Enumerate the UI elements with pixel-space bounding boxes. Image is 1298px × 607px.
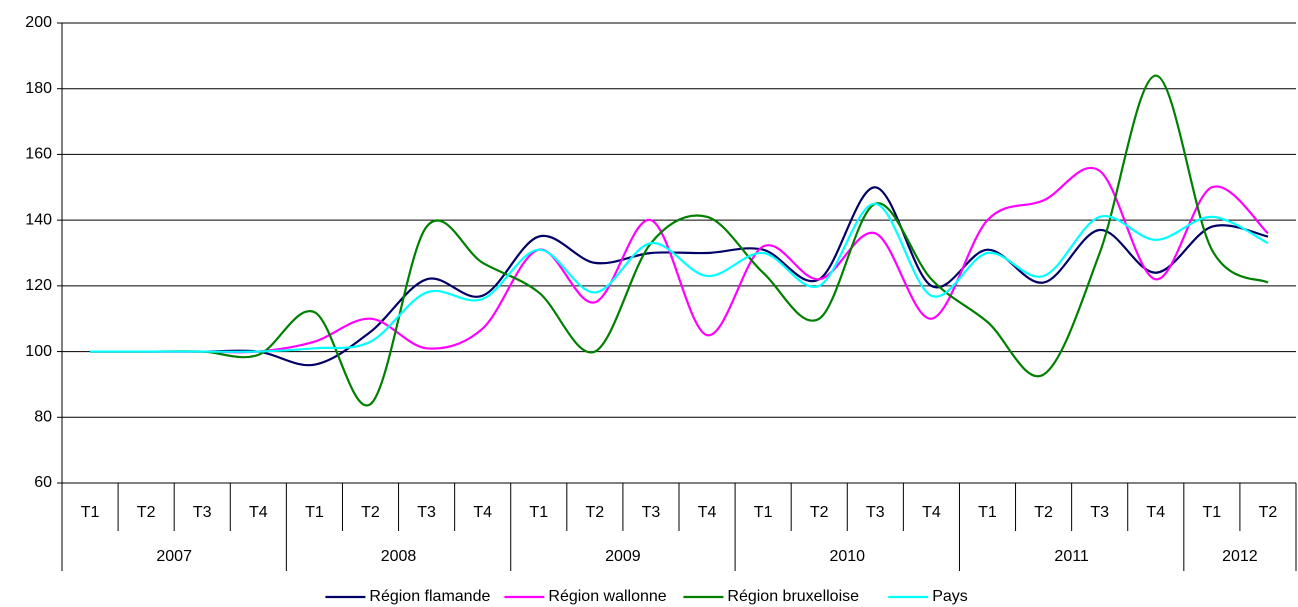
series-line	[90, 202, 1269, 353]
x-tick-label: T1	[529, 504, 548, 521]
year-label: 2010	[829, 548, 865, 565]
x-tick-label: T2	[586, 504, 605, 521]
x-tick-label: T4	[922, 504, 941, 521]
x-tick-label: T1	[978, 504, 997, 521]
series-line	[90, 186, 1269, 367]
x-tick-label: T4	[473, 504, 492, 521]
y-tick-label: 60	[34, 474, 52, 491]
x-tick-label: T3	[866, 504, 885, 521]
year-label: 2008	[381, 548, 417, 565]
y-tick-label: 100	[25, 343, 52, 360]
x-tick-label: T3	[417, 504, 436, 521]
x-tick-label: T1	[1203, 504, 1222, 521]
x-tick-label: T1	[81, 504, 100, 521]
series-line	[90, 74, 1269, 407]
year-label: 2009	[605, 548, 641, 565]
x-tick-label: T3	[193, 504, 212, 521]
y-tick-label: 140	[25, 211, 52, 228]
x-tick-label: T4	[249, 504, 268, 521]
y-tick-label: 200	[25, 14, 52, 31]
series-line	[90, 166, 1269, 354]
legend-label: Région flamande	[369, 588, 490, 605]
x-tick-label: T2	[1259, 504, 1278, 521]
y-tick-label: 160	[25, 146, 52, 163]
year-label: 2007	[156, 548, 192, 565]
x-tick-label: T1	[754, 504, 773, 521]
year-label: 2011	[1054, 548, 1089, 565]
y-tick-label: 120	[25, 277, 52, 294]
year-label: 2012	[1222, 548, 1258, 565]
x-tick-label: T2	[1034, 504, 1053, 521]
legend-label: Région bruxelloise	[727, 588, 859, 605]
x-tick-label: T1	[305, 504, 324, 521]
y-tick-label: 180	[25, 80, 52, 97]
x-tick-label: T2	[137, 504, 156, 521]
legend-label: Région wallonne	[548, 588, 666, 605]
x-tick-label: T2	[810, 504, 829, 521]
x-tick-label: T2	[361, 504, 380, 521]
x-tick-label: T3	[642, 504, 661, 521]
x-tick-label: T3	[1090, 504, 1109, 521]
y-tick-label: 80	[34, 409, 52, 426]
x-tick-label: T4	[698, 504, 717, 521]
x-tick-label: T4	[1146, 504, 1165, 521]
legend-label: Pays	[932, 588, 968, 605]
